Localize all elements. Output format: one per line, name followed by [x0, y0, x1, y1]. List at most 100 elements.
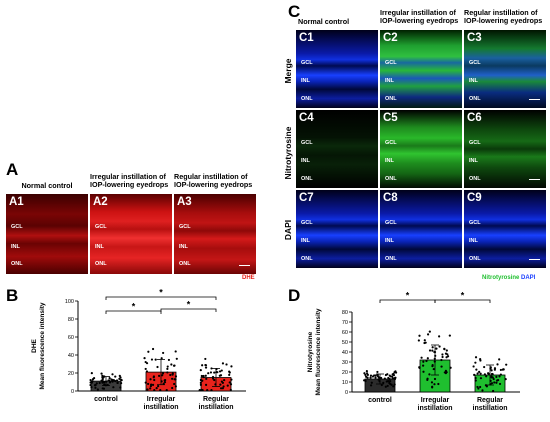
data-point — [420, 356, 423, 359]
data-point — [499, 373, 502, 376]
data-point — [170, 363, 173, 366]
data-point — [417, 339, 420, 342]
tile-label: C6 — [467, 112, 482, 124]
data-point — [157, 385, 160, 388]
data-point — [446, 353, 449, 356]
panel-b-letter: B — [6, 286, 19, 305]
data-point — [167, 358, 171, 362]
panel-d-chart: 0 10 20 30 40 50 60 70 80 Nitrotyrosine Mean fluor… — [307, 291, 520, 412]
data-point — [153, 378, 156, 382]
data-point — [474, 356, 478, 359]
y-tick-label: 80 — [68, 317, 74, 323]
data-point — [228, 373, 231, 376]
data-point — [147, 382, 150, 386]
data-point — [495, 381, 498, 384]
data-point — [387, 376, 390, 380]
data-point — [483, 373, 486, 376]
panel-c-col-header-2: Irregular instillation of IOP-lowering e… — [380, 8, 459, 25]
data-point — [98, 381, 101, 385]
x-tick-label: Regular — [203, 396, 229, 403]
data-point — [114, 375, 117, 378]
data-point — [496, 378, 500, 382]
data-point — [112, 379, 115, 382]
data-point — [172, 364, 176, 367]
layer-label-gcl: GCL — [301, 140, 313, 146]
data-point — [492, 389, 495, 393]
data-point — [204, 383, 208, 386]
panel-d-letter: D — [288, 286, 301, 305]
layer-label-onl: ONL — [179, 261, 191, 267]
layer-label-onl: ONL — [469, 96, 481, 102]
data-point — [390, 383, 393, 386]
significance-star: * — [406, 291, 410, 301]
data-point — [156, 365, 159, 369]
significance-bracket — [434, 299, 491, 303]
data-point — [392, 385, 395, 388]
panel-c-legend: Nitrotyrosine DAPI — [482, 275, 535, 281]
data-point — [426, 333, 430, 336]
data-point — [474, 361, 477, 364]
data-point — [202, 375, 205, 379]
data-point — [115, 379, 119, 382]
data-point — [433, 377, 437, 381]
data-point — [221, 387, 224, 390]
data-point — [225, 363, 228, 366]
data-point — [476, 372, 479, 375]
y-tick-label: 0 — [71, 389, 74, 395]
panel-c-tile-c4: C4 GCL INL ONL — [296, 110, 378, 188]
data-point — [173, 378, 176, 381]
data-point — [201, 379, 204, 382]
data-point — [154, 358, 157, 361]
data-point — [116, 381, 119, 385]
data-point — [432, 367, 435, 371]
significance-star: * — [461, 291, 465, 301]
data-point — [199, 369, 202, 372]
panel-c-tile-c3: C3 GCL INL ONL — [464, 30, 546, 108]
data-point — [430, 381, 434, 384]
data-point — [423, 339, 426, 342]
data-point — [418, 366, 421, 369]
x-tick-label: instillation — [144, 404, 179, 411]
y-tick-label: 60 — [342, 330, 348, 336]
data-point — [166, 367, 169, 370]
data-point — [174, 385, 177, 388]
data-point — [91, 378, 95, 381]
x-tick-label: control — [94, 396, 118, 403]
data-point — [159, 389, 162, 392]
data-point — [380, 376, 383, 380]
panel-c-row-label-dapi: DAPI — [283, 219, 293, 241]
data-point — [445, 356, 448, 359]
y-axis-label: Mean fluorescence intensity — [39, 302, 46, 389]
data-point — [204, 374, 207, 377]
data-point — [474, 376, 477, 380]
data-point — [388, 380, 392, 383]
data-point — [483, 365, 486, 369]
data-point — [431, 386, 434, 389]
y-tick-label: 10 — [342, 380, 348, 386]
data-point — [207, 372, 210, 375]
data-point — [498, 375, 501, 378]
layer-label-inl: INL — [95, 244, 104, 250]
layer-label-onl: ONL — [301, 176, 313, 182]
panel-c-tile-c9: C9 GCL INL ONL — [464, 190, 546, 268]
data-point — [490, 369, 493, 372]
data-point — [422, 360, 425, 363]
layer-label-onl: ONL — [301, 96, 313, 102]
data-point — [504, 378, 507, 381]
data-point — [174, 350, 177, 353]
layer-label-gcl: GCL — [469, 220, 481, 226]
panel-c-row-label-nitrotyrosine: Nitrotyrosine — [283, 126, 293, 180]
layer-label-gcl: GCL — [179, 224, 191, 230]
y-tick-label: 40 — [68, 353, 74, 359]
panel-c-letter: C — [288, 2, 301, 21]
data-point — [373, 374, 376, 377]
layer-label-inl: INL — [385, 158, 394, 164]
data-point — [443, 347, 446, 350]
tile-label: C1 — [299, 32, 314, 44]
significance-bracket — [105, 310, 162, 314]
tile-label: C4 — [299, 112, 314, 124]
panel-a-col-header-3: Regular instillation of IOP-lowering eye… — [174, 172, 253, 189]
data-point — [428, 373, 431, 376]
data-point — [478, 370, 481, 373]
data-point — [479, 385, 482, 389]
